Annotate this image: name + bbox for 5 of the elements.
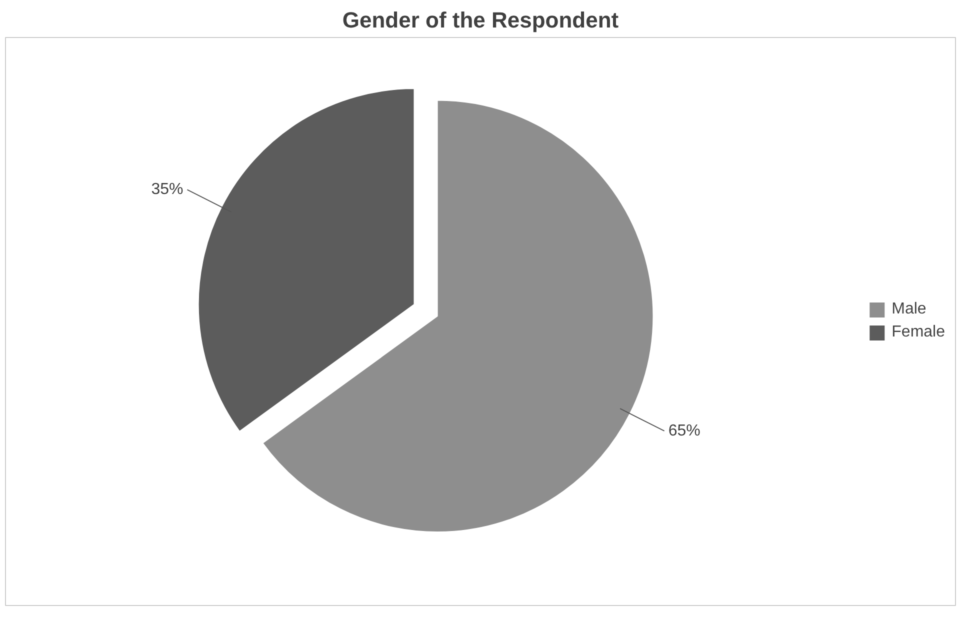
data-label: 65% [668,422,700,440]
data-label: 35% [151,181,184,198]
legend-label: Male [892,300,926,318]
legend-label: Female [892,324,945,342]
chart-title: Gender of the Respondent [342,8,620,32]
